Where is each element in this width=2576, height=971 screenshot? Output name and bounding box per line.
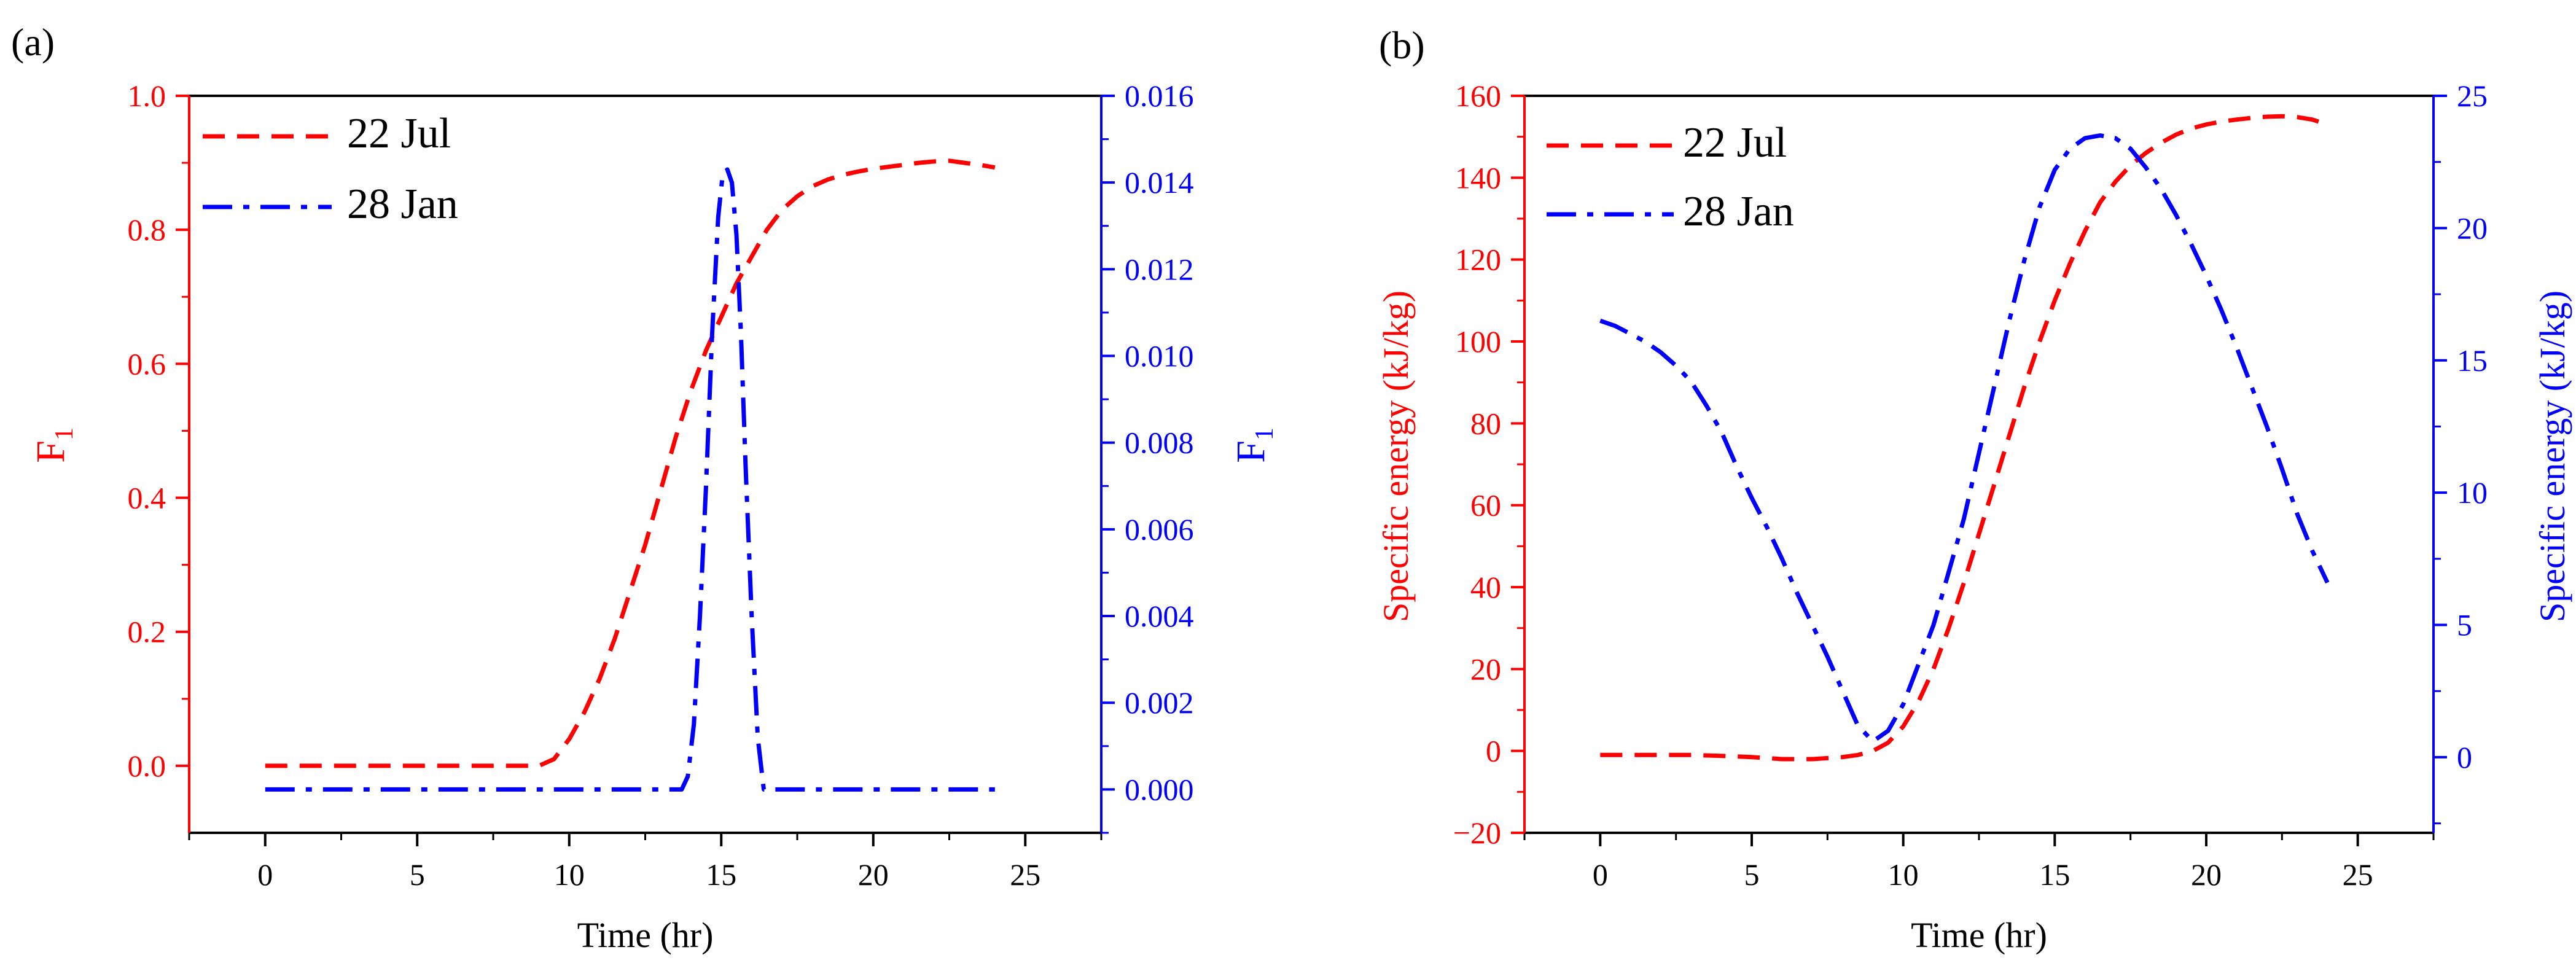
- legend-label: 22 Jul: [1683, 119, 1787, 166]
- y-left-tick-label: 0.4: [128, 481, 166, 515]
- x-tick-label: 25: [1010, 857, 1040, 892]
- series-line-28-jan: [1599, 133, 2330, 744]
- y-right-axis-title: F1: [1228, 427, 1279, 463]
- x-tick-label: 25: [2343, 857, 2373, 892]
- x-axis-title: Time (hr): [577, 915, 714, 955]
- y-right-tick-label: 0.014: [1125, 165, 1194, 200]
- y-left-tick-label: 100: [1455, 324, 1501, 359]
- axis-title-text: Specific energy (kJ/kg): [2532, 291, 2572, 622]
- legend-label: 28 Jan: [1683, 188, 1794, 235]
- axis-title-subscript: 1: [1251, 427, 1279, 440]
- chart-a: 0 5 10 15 20 25 0.0 0.2 0.4 0.6 0.8 1.0 0.000 0.002 0.…: [28, 79, 1279, 955]
- y-left-tick-label: 20: [1470, 652, 1501, 686]
- y-right-axis-title: Specific energy (kJ/kg): [2532, 291, 2572, 622]
- y-left-tick-label: 0.6: [128, 346, 166, 381]
- panel-label-b: (b): [1379, 23, 1425, 67]
- y-right-tick-label: 0.012: [1125, 252, 1194, 286]
- y-right-tick-label: 0.002: [1125, 685, 1194, 720]
- y-right-tick-label: 0.008: [1125, 426, 1194, 460]
- x-tick-label: 0: [1593, 857, 1608, 892]
- x-tick-label: 5: [1744, 857, 1760, 892]
- y-right-tick-label: 15: [2457, 343, 2488, 378]
- y-right-tick-label: 0.004: [1125, 599, 1194, 633]
- legend-label: 22 Jul: [347, 110, 451, 157]
- axis-title-subscript: 1: [50, 427, 79, 440]
- legend-label: 28 Jan: [347, 181, 458, 228]
- x-tick-label: 15: [2039, 857, 2070, 892]
- panel-label-a: (a): [11, 20, 55, 64]
- x-tick-label: 10: [1888, 857, 1919, 892]
- y-right-tick-label: 0.000: [1125, 772, 1194, 806]
- y-right-tick-label: 0: [2457, 740, 2472, 774]
- axis-title-text: F: [1228, 440, 1273, 463]
- y-left-tick-label: 0.0: [128, 749, 166, 783]
- axis-title-text: Specific energy (kJ/kg): [1376, 291, 1416, 622]
- x-tick-label: 20: [2191, 857, 2222, 892]
- y-left-tick-label: −20: [1453, 816, 1501, 850]
- x-tick-label: 0: [257, 857, 273, 892]
- y-right-tick-label: 0.016: [1125, 79, 1194, 113]
- y-left-tick-label: 0.8: [128, 213, 166, 247]
- y-left-tick-label: 140: [1455, 160, 1501, 195]
- series-line-22-jul: [265, 158, 996, 768]
- y-right-tick-label: 0.010: [1125, 339, 1194, 373]
- x-tick-label: 10: [554, 857, 585, 892]
- y-left-tick-label: 160: [1455, 79, 1501, 113]
- chart-b: 0 5 10 15 20 25 −20 0 20 40 60 80 100 120 140 160 0 5 10 15…: [1376, 79, 2572, 955]
- y-left-axis-title: Specific energy (kJ/kg): [1376, 291, 1416, 622]
- x-tick-label: 15: [706, 857, 736, 892]
- y-left-tick-label: 60: [1470, 488, 1501, 523]
- x-tick-label: 5: [410, 857, 425, 892]
- y-right-tick-label: 0.006: [1125, 512, 1194, 547]
- y-left-tick-label: 120: [1455, 243, 1501, 277]
- series-line-28-jan: [265, 167, 995, 792]
- y-right-tick-label: 5: [2457, 608, 2472, 642]
- y-left-tick-label: 40: [1470, 570, 1501, 604]
- y-left-tick-label: 0: [1486, 734, 1501, 768]
- y-right-tick-label: 25: [2457, 79, 2488, 113]
- y-left-axis-title: F1: [28, 427, 79, 463]
- series-line-22-jul: [1600, 114, 2328, 762]
- y-left-tick-label: 0.2: [128, 615, 166, 649]
- axis-title-text: F: [28, 440, 73, 463]
- y-right-tick-label: 10: [2457, 475, 2488, 510]
- y-left-tick-label: 80: [1470, 406, 1501, 440]
- x-tick-label: 20: [858, 857, 889, 892]
- x-axis-title: Time (hr): [1911, 915, 2047, 955]
- y-left-tick-label: 1.0: [128, 79, 166, 113]
- y-right-tick-label: 20: [2457, 211, 2488, 245]
